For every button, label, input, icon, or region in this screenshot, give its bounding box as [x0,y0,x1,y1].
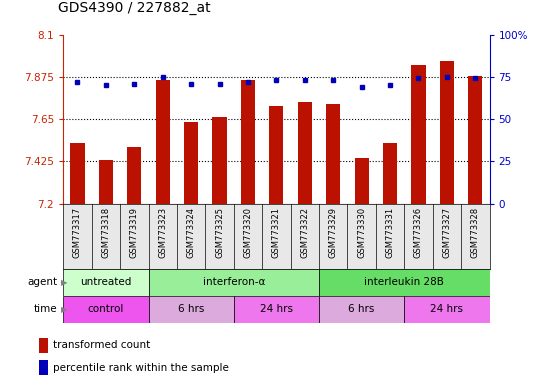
Bar [241,79,255,204]
Text: GSM773330: GSM773330 [357,207,366,258]
Bar [184,122,198,204]
Text: ▶: ▶ [60,305,67,314]
Text: GSM773329: GSM773329 [329,207,338,258]
Text: interleukin 28B: interleukin 28B [364,277,444,287]
Bar [148,296,234,323]
Text: GSM773323: GSM773323 [158,207,167,258]
Bar [326,104,340,204]
Text: 6 hrs: 6 hrs [349,304,375,314]
Bar [212,117,227,204]
Text: ▶: ▶ [60,278,67,287]
Bar [127,147,141,204]
Bar [70,144,85,204]
Text: GSM773331: GSM773331 [386,207,394,258]
Bar [468,76,482,204]
Text: GSM773325: GSM773325 [215,207,224,258]
Text: control: control [87,304,124,314]
Bar [270,106,283,204]
Text: time: time [34,304,58,314]
Text: GSM773319: GSM773319 [130,207,139,258]
Bar [411,65,426,204]
Text: untreated: untreated [80,277,131,287]
Bar [355,159,368,204]
Text: interferon-α: interferon-α [202,277,265,287]
Bar [319,296,404,323]
Text: percentile rank within the sample: percentile rank within the sample [53,362,229,373]
Bar [63,296,148,323]
Text: 24 hrs: 24 hrs [430,304,463,314]
Text: GSM773322: GSM773322 [300,207,309,258]
Text: GSM773318: GSM773318 [101,207,111,258]
Text: agent: agent [28,277,58,287]
Bar [440,61,454,204]
Text: 24 hrs: 24 hrs [260,304,293,314]
Bar [298,102,312,204]
Text: GSM773326: GSM773326 [414,207,423,258]
Text: 6 hrs: 6 hrs [178,304,204,314]
Bar [148,269,319,296]
Text: GSM773327: GSM773327 [442,207,452,258]
Bar [63,269,148,296]
Text: GSM773321: GSM773321 [272,207,281,258]
Text: GDS4390 / 227882_at: GDS4390 / 227882_at [58,2,210,15]
Bar [39,338,48,353]
Bar [404,296,490,323]
Bar [383,144,397,204]
Bar [39,360,48,375]
Text: transformed count: transformed count [53,340,151,350]
Text: GSM773324: GSM773324 [186,207,196,258]
Bar [156,79,170,204]
Text: GSM773320: GSM773320 [244,207,252,258]
Text: GSM773317: GSM773317 [73,207,82,258]
Bar [99,161,113,204]
Bar [234,296,319,323]
Bar [319,269,490,296]
Text: GSM773328: GSM773328 [471,207,480,258]
